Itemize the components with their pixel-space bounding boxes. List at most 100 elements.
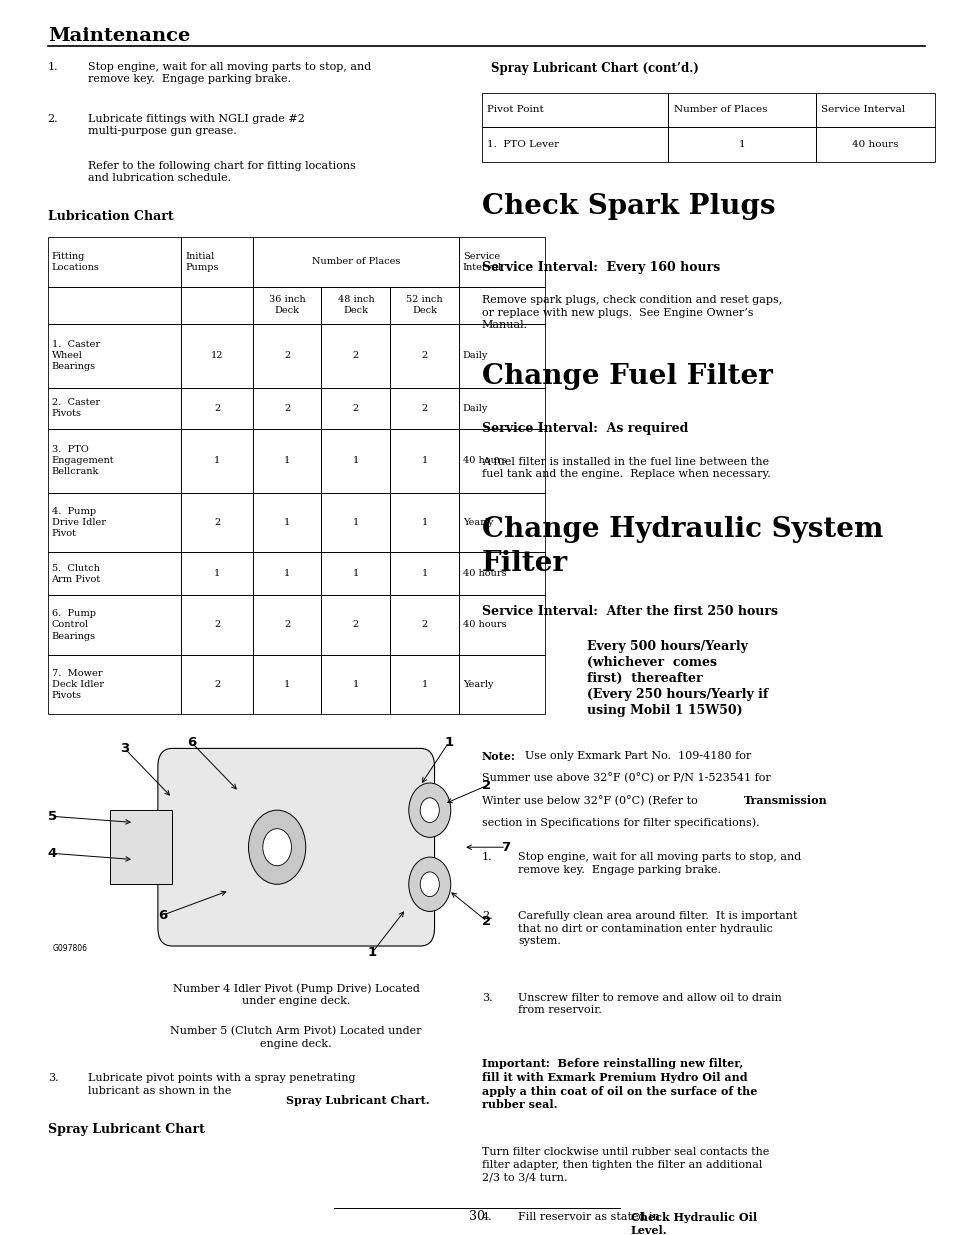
Text: 4.: 4. bbox=[481, 1212, 492, 1221]
Text: 7.  Mower
Deck Idler
Pivots: 7. Mower Deck Idler Pivots bbox=[51, 668, 104, 700]
Bar bbox=[181, 388, 253, 429]
Text: 3.: 3. bbox=[481, 993, 492, 1003]
Text: 2: 2 bbox=[421, 620, 427, 630]
Text: 30: 30 bbox=[469, 1210, 484, 1224]
Text: Important:  Before reinstalling new filter,
fill it with Exmark Premium Hydro Oi: Important: Before reinstalling new filte… bbox=[481, 1058, 757, 1110]
Text: 1: 1 bbox=[284, 569, 290, 578]
Text: Stop engine, wait for all moving parts to stop, and
remove key.  Engage parking : Stop engine, wait for all moving parts t… bbox=[88, 62, 371, 84]
Bar bbox=[458, 324, 544, 388]
Text: 52 inch
Deck: 52 inch Deck bbox=[406, 295, 442, 315]
Text: 2: 2 bbox=[213, 517, 220, 527]
Text: 7: 7 bbox=[501, 841, 510, 853]
Text: 3.  PTO
Engagement
Bellcrank: 3. PTO Engagement Bellcrank bbox=[51, 445, 114, 477]
Bar bbox=[321, 324, 390, 388]
Bar bbox=[48, 237, 181, 287]
Text: Service
Interval: Service Interval bbox=[462, 252, 501, 272]
Text: Spray Lubricant Chart.: Spray Lubricant Chart. bbox=[286, 1095, 430, 1107]
Text: 2: 2 bbox=[482, 915, 491, 927]
Text: Service Interval:  After the first 250 hours: Service Interval: After the first 250 ho… bbox=[481, 605, 777, 619]
Bar bbox=[181, 287, 253, 324]
Bar bbox=[458, 493, 544, 552]
Text: Note:: Note: bbox=[481, 751, 516, 762]
Bar bbox=[321, 595, 390, 655]
Bar bbox=[253, 237, 458, 287]
Bar bbox=[390, 655, 458, 714]
Text: Every 500 hours/Yearly
(whichever  comes
first)  thereafter
(Every 250 hours/Yea: Every 500 hours/Yearly (whichever comes … bbox=[586, 640, 767, 716]
Text: Lubricate fittings with NGLI grade #2
multi-purpose gun grease.: Lubricate fittings with NGLI grade #2 mu… bbox=[88, 114, 304, 136]
Text: 2: 2 bbox=[284, 620, 290, 630]
Text: 2: 2 bbox=[421, 404, 427, 412]
Bar bbox=[458, 655, 544, 714]
Text: 2: 2 bbox=[213, 620, 220, 630]
Text: Remove spark plugs, check condition and reset gaps,
or replace with new plugs.  : Remove spark plugs, check condition and … bbox=[481, 295, 781, 330]
Bar bbox=[390, 493, 458, 552]
Text: Lubricate pivot points with a spray penetrating
lubricant as shown in the: Lubricate pivot points with a spray pene… bbox=[88, 1073, 355, 1095]
Text: 48 inch
Deck: 48 inch Deck bbox=[337, 295, 374, 315]
Text: 1: 1 bbox=[368, 946, 376, 958]
Bar bbox=[48, 655, 181, 714]
Text: G097806: G097806 bbox=[52, 944, 88, 952]
Text: Check Spark Plugs: Check Spark Plugs bbox=[481, 193, 775, 220]
Text: 12: 12 bbox=[211, 351, 223, 361]
Text: Unscrew filter to remove and allow oil to drain
from reservoir.: Unscrew filter to remove and allow oil t… bbox=[517, 993, 781, 1015]
Text: 1: 1 bbox=[284, 679, 290, 689]
Bar bbox=[181, 324, 253, 388]
Text: 1: 1 bbox=[421, 569, 427, 578]
Text: 1.: 1. bbox=[481, 852, 492, 862]
Bar bbox=[253, 552, 321, 595]
Text: 1: 1 bbox=[738, 140, 744, 149]
Text: 40 hours: 40 hours bbox=[462, 569, 506, 578]
Bar bbox=[321, 388, 390, 429]
Bar bbox=[458, 388, 544, 429]
Text: Number of Places: Number of Places bbox=[673, 105, 766, 115]
Bar bbox=[321, 429, 390, 493]
Text: Transmission: Transmission bbox=[743, 795, 827, 806]
Text: 2: 2 bbox=[284, 404, 290, 412]
Text: Pivot Point: Pivot Point bbox=[487, 105, 543, 115]
Text: A fuel filter is installed in the fuel line between the
fuel tank and the engine: A fuel filter is installed in the fuel l… bbox=[481, 457, 770, 479]
Bar bbox=[110, 810, 172, 884]
Bar bbox=[321, 287, 390, 324]
Text: Service Interval: Service Interval bbox=[821, 105, 904, 115]
Text: Use only Exmark Part No.  109-4180 for: Use only Exmark Part No. 109-4180 for bbox=[517, 751, 750, 761]
Bar bbox=[48, 724, 544, 971]
Bar bbox=[390, 595, 458, 655]
Text: 1: 1 bbox=[213, 456, 220, 466]
Text: 2: 2 bbox=[213, 679, 220, 689]
Text: Spray Lubricant Chart (cont’d.): Spray Lubricant Chart (cont’d.) bbox=[491, 62, 699, 75]
Text: Winter use below 32°F (0°C) (Refer to: Winter use below 32°F (0°C) (Refer to bbox=[481, 795, 700, 806]
Bar bbox=[253, 388, 321, 429]
Bar bbox=[390, 388, 458, 429]
Bar bbox=[458, 237, 544, 287]
Text: 1: 1 bbox=[353, 679, 358, 689]
Bar bbox=[48, 324, 181, 388]
Bar bbox=[253, 655, 321, 714]
Circle shape bbox=[248, 810, 305, 884]
Text: section in Specifications for filter specifications).: section in Specifications for filter spe… bbox=[481, 818, 759, 829]
Bar bbox=[253, 595, 321, 655]
Circle shape bbox=[262, 829, 291, 866]
Bar bbox=[458, 287, 544, 324]
Text: Carefully clean area around filter.  It is important
that no dirt or contaminati: Carefully clean area around filter. It i… bbox=[517, 911, 797, 946]
FancyBboxPatch shape bbox=[157, 748, 435, 946]
Text: Stop engine, wait for all moving parts to stop, and
remove key.  Engage parking : Stop engine, wait for all moving parts t… bbox=[517, 852, 801, 874]
Text: 3.: 3. bbox=[48, 1073, 58, 1083]
Circle shape bbox=[419, 798, 438, 823]
Circle shape bbox=[408, 857, 451, 911]
Bar bbox=[48, 595, 181, 655]
Text: 6.  Pump
Control
Bearings: 6. Pump Control Bearings bbox=[51, 609, 95, 641]
Bar bbox=[815, 127, 934, 162]
Bar bbox=[390, 552, 458, 595]
Text: 2.  Caster
Pivots: 2. Caster Pivots bbox=[51, 398, 99, 419]
Text: 1: 1 bbox=[353, 569, 358, 578]
Text: 40 hours: 40 hours bbox=[462, 620, 506, 630]
Bar bbox=[321, 655, 390, 714]
Bar bbox=[458, 595, 544, 655]
Text: Fitting
Locations: Fitting Locations bbox=[51, 252, 99, 272]
Bar bbox=[481, 93, 667, 127]
Text: Daily: Daily bbox=[462, 351, 488, 361]
Text: Number 4 Idler Pivot (Pump Drive) Located
under engine deck.: Number 4 Idler Pivot (Pump Drive) Locate… bbox=[172, 983, 419, 1007]
Text: Number of Places: Number of Places bbox=[312, 257, 399, 267]
Bar bbox=[181, 429, 253, 493]
Text: Maintenance: Maintenance bbox=[48, 27, 190, 46]
